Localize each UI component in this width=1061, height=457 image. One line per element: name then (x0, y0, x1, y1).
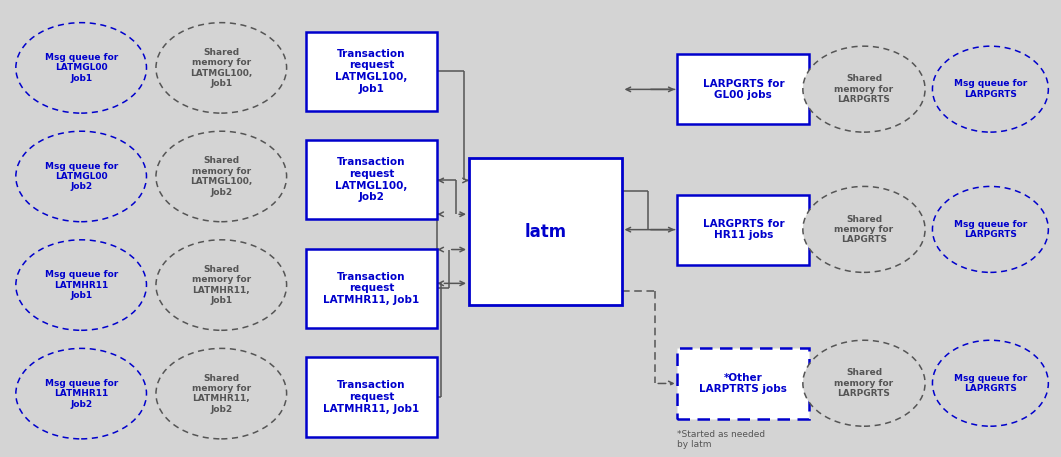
Ellipse shape (156, 348, 286, 439)
Ellipse shape (16, 348, 146, 439)
Text: Shared
memory for
LATMGL100,
Job2: Shared memory for LATMGL100, Job2 (190, 156, 253, 197)
Bar (306, 249, 437, 328)
Ellipse shape (16, 23, 146, 113)
Text: latm: latm (524, 223, 567, 241)
Text: Shared
memory for
LATMGL100,
Job1: Shared memory for LATMGL100, Job1 (190, 48, 253, 88)
Text: Transaction
request
LATMHR11, Job1: Transaction request LATMHR11, Job1 (324, 380, 419, 414)
Text: Transaction
request
LATMHR11, Job1: Transaction request LATMHR11, Job1 (324, 272, 419, 305)
Text: *Started as needed
by latm: *Started as needed by latm (678, 430, 766, 449)
Ellipse shape (156, 131, 286, 222)
Ellipse shape (16, 240, 146, 330)
Ellipse shape (156, 23, 286, 113)
Text: Msg queue for
LARPGRTS: Msg queue for LARPGRTS (954, 80, 1027, 99)
Ellipse shape (933, 340, 1048, 426)
Ellipse shape (933, 46, 1048, 132)
Bar (469, 159, 622, 305)
Bar (678, 195, 810, 265)
Ellipse shape (803, 46, 925, 132)
Ellipse shape (803, 340, 925, 426)
Text: Transaction
request
LATMGL100,
Job2: Transaction request LATMGL100, Job2 (335, 158, 407, 202)
Ellipse shape (16, 131, 146, 222)
Text: LARGPRTS for
HR11 jobs: LARGPRTS for HR11 jobs (702, 219, 784, 240)
Bar (678, 348, 810, 419)
Text: Shared
memory for
LATMHR11,
Job2: Shared memory for LATMHR11, Job2 (192, 373, 250, 414)
Bar (306, 32, 437, 111)
Text: LARPGRTS for
GL00 jobs: LARPGRTS for GL00 jobs (702, 79, 784, 100)
Ellipse shape (156, 240, 286, 330)
Bar (678, 54, 810, 124)
Ellipse shape (933, 186, 1048, 272)
Text: Msg queue for
LARPGRTS: Msg queue for LARPGRTS (954, 220, 1027, 239)
Text: Msg queue for
LATMGL00
Job1: Msg queue for LATMGL00 Job1 (45, 53, 118, 83)
Text: Msg queue for
LATMHR11
Job2: Msg queue for LATMHR11 Job2 (45, 379, 118, 409)
Text: Msg queue for
LATMHR11
Job1: Msg queue for LATMHR11 Job1 (45, 270, 118, 300)
Text: Shared
memory for
LARPGRTS: Shared memory for LARPGRTS (834, 74, 893, 104)
Text: *Other
LARPTRTS jobs: *Other LARPTRTS jobs (699, 372, 787, 394)
Text: Msg queue for
LAPRGRTS: Msg queue for LAPRGRTS (954, 373, 1027, 393)
Bar (306, 140, 437, 219)
Ellipse shape (803, 186, 925, 272)
Text: Shared
memory for
LAPGRTS: Shared memory for LAPGRTS (834, 214, 893, 244)
Text: Shared
memory for
LATMHR11,
Job1: Shared memory for LATMHR11, Job1 (192, 265, 250, 305)
Bar (306, 357, 437, 436)
Text: Shared
memory for
LARPGRTS: Shared memory for LARPGRTS (834, 368, 893, 398)
Text: Msg queue for
LATMGL00
Job2: Msg queue for LATMGL00 Job2 (45, 162, 118, 191)
Text: Transaction
request
LATMGL100,
Job1: Transaction request LATMGL100, Job1 (335, 49, 407, 94)
